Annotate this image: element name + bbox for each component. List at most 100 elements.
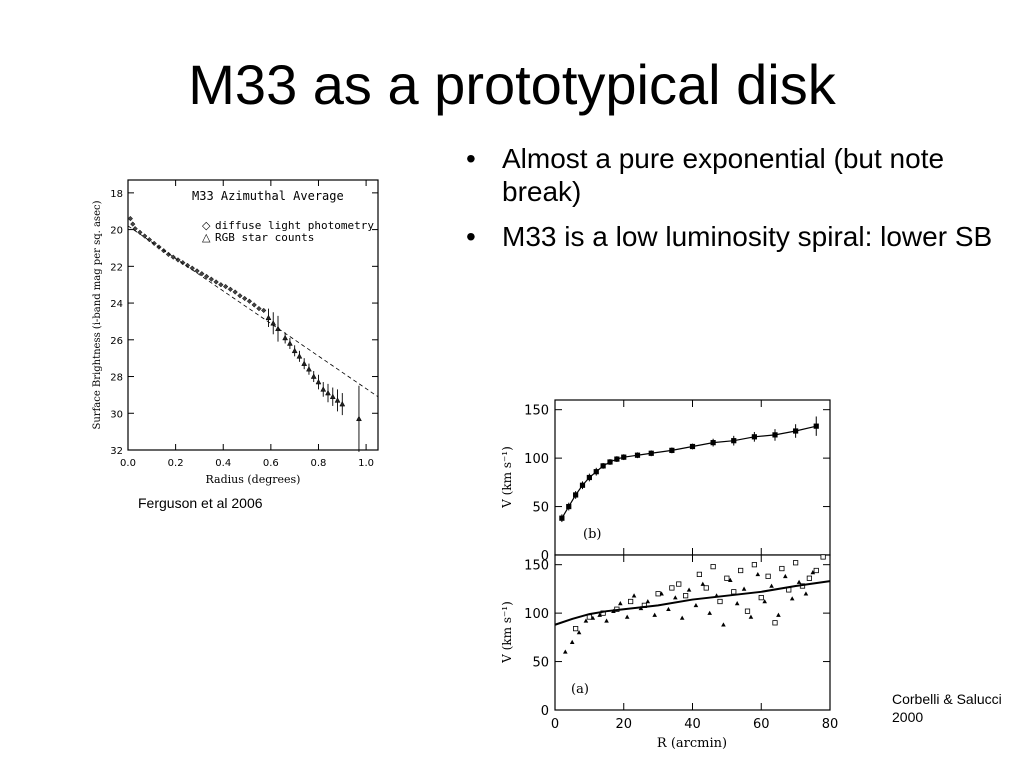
y-tick-label: 100 [524, 452, 549, 467]
data-point [631, 593, 637, 598]
data-point [291, 347, 298, 354]
data-point [772, 432, 778, 438]
data-point [315, 378, 322, 385]
data-point [213, 279, 219, 285]
y-tick-label: 150 [524, 404, 549, 419]
data-point [748, 614, 754, 619]
data-point [301, 360, 308, 366]
data-point [738, 567, 744, 574]
data-point [707, 610, 712, 615]
data-point [772, 620, 778, 626]
y-tick-label: 150 [524, 559, 549, 574]
data-point [806, 575, 812, 581]
data-point [666, 606, 671, 612]
data-point [696, 571, 702, 577]
data-point [734, 601, 740, 606]
panel-label-a: (a) [571, 682, 589, 697]
data-point [813, 423, 819, 429]
data-point [325, 389, 331, 396]
data-point [576, 630, 582, 635]
data-point [146, 237, 153, 243]
data-point [803, 591, 809, 596]
data-point [751, 434, 757, 440]
panel-b-frame [554, 399, 831, 556]
caption-ferguson: Ferguson et al 2006 [138, 495, 263, 511]
exponential-fit-line [127, 225, 379, 398]
y-tick-label: 28 [110, 373, 123, 384]
data-point [755, 571, 761, 577]
data-point [242, 295, 248, 302]
data-point [222, 283, 229, 290]
data-point [621, 454, 627, 460]
legend: ◇ diffuse light photometry △ RGB star co… [202, 219, 374, 244]
data-point [655, 591, 661, 597]
x-tick-label: 0.4 [215, 458, 231, 469]
data-point [783, 573, 788, 579]
data-point [227, 286, 234, 292]
data-point [717, 598, 723, 605]
panel-a-frame [554, 554, 831, 711]
data-point [710, 564, 716, 570]
data-point [810, 570, 816, 575]
data-point [310, 373, 317, 379]
data-point [306, 366, 312, 372]
data-point [673, 595, 678, 600]
y-tick-label: 0 [541, 549, 549, 564]
x-tick-label: 60 [753, 717, 770, 732]
data-point [208, 276, 214, 282]
data-point [769, 583, 774, 588]
x-tick-label: 1.0 [358, 458, 374, 469]
y-tick-label: 30 [110, 409, 123, 420]
data-point [776, 612, 781, 617]
data-point [628, 598, 634, 605]
data-point [566, 503, 572, 510]
data-point [127, 215, 134, 222]
data-point [559, 515, 565, 521]
data-point [356, 415, 362, 422]
data-point [721, 622, 726, 627]
data-point [669, 585, 675, 591]
data-point [618, 601, 623, 606]
x-tick-label: 80 [822, 717, 839, 732]
data-point [741, 586, 747, 591]
data-point [246, 298, 253, 304]
y-tick-label: 0 [541, 704, 549, 719]
data-point [203, 273, 210, 280]
data-point [184, 262, 191, 269]
data-point [724, 575, 730, 581]
data-point [586, 474, 592, 481]
data-point [693, 602, 699, 608]
data-point [645, 599, 651, 604]
data-point [744, 608, 751, 614]
data-point [296, 353, 303, 359]
data-point [652, 612, 657, 617]
data-point [597, 612, 602, 617]
data-point [762, 599, 767, 604]
data-point [142, 233, 148, 239]
data-point [789, 596, 795, 601]
data-point [686, 587, 692, 592]
legend-entry: RGB star counts [215, 231, 314, 244]
data-point [820, 554, 826, 560]
data-point [765, 573, 771, 579]
data-point [614, 456, 620, 462]
data-point [194, 268, 200, 274]
data-point [593, 469, 599, 475]
data-point [793, 560, 799, 566]
x-tick-label: 0.0 [120, 458, 136, 469]
data-point [573, 492, 579, 498]
x-axis-label: R (arcmin) [657, 736, 727, 751]
data-point [679, 615, 685, 620]
x-tick-label: 0.2 [168, 458, 184, 469]
data-point [710, 440, 716, 446]
x-tick-label: 0.8 [311, 458, 327, 469]
data-point [751, 562, 757, 568]
data-point [265, 314, 272, 321]
x-tick-label: 20 [615, 717, 632, 732]
fit-line [554, 580, 831, 626]
data-point [189, 265, 195, 271]
bullet-item: Almost a pure exponential (but note brea… [462, 142, 1002, 208]
data-point [703, 585, 709, 591]
x-tick-label: 0.6 [263, 458, 279, 469]
